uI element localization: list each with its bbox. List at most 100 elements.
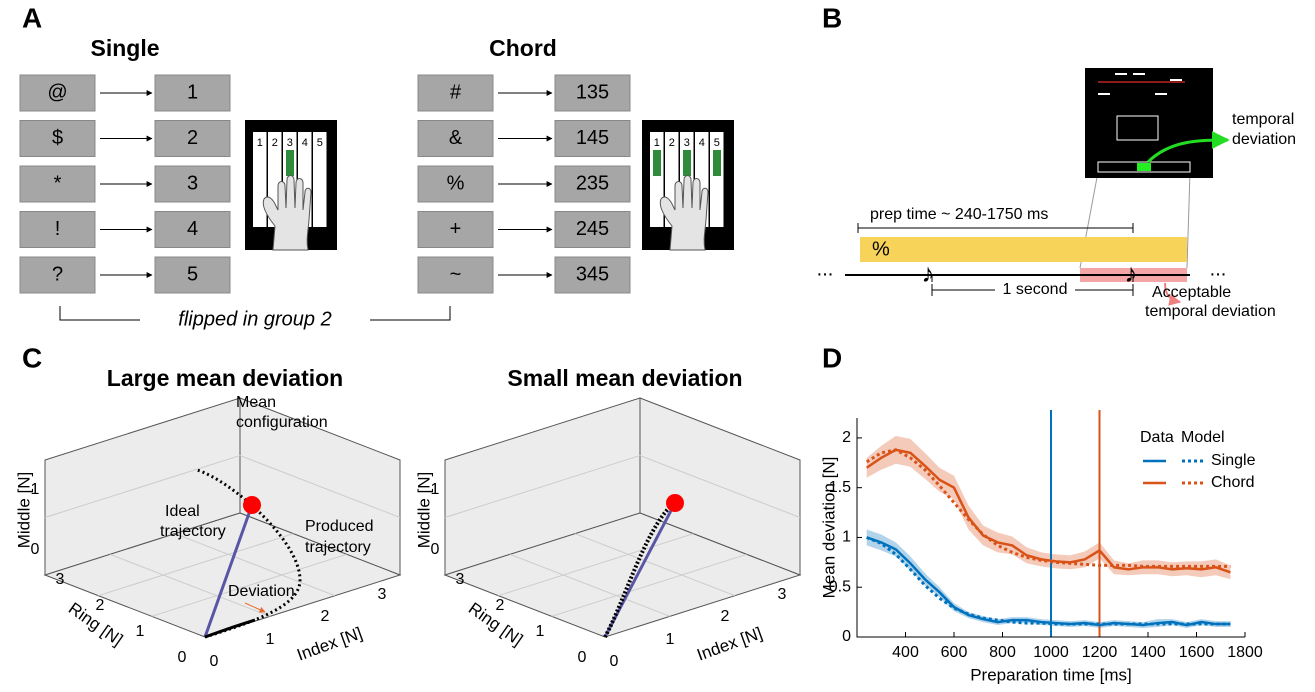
key-label: 3 <box>684 137 690 149</box>
model-line <box>865 448 1231 568</box>
label: ... <box>1210 258 1227 280</box>
key-label: 1 <box>654 137 660 149</box>
panel-label: B <box>822 2 842 33</box>
label: 345 <box>576 263 609 285</box>
legend-title: Data <box>1140 429 1174 446</box>
key-label: 2 <box>272 137 278 149</box>
x-axis-label: Preparation time [ms] <box>970 665 1132 684</box>
key-highlight <box>683 150 691 176</box>
symbol-box <box>417 165 494 203</box>
label: Produced <box>305 518 374 535</box>
x-tick-label: 1600 <box>1179 644 1215 661</box>
chord-title: Chord <box>489 35 557 61</box>
y-tick-label: 0 <box>842 628 851 645</box>
label: ~ <box>450 263 462 285</box>
label: 0 <box>210 653 219 670</box>
produced-trajectory <box>196 468 302 639</box>
x-tick-label: 1200 <box>1082 644 1118 661</box>
grid-line <box>98 533 294 597</box>
label: 235 <box>576 172 609 194</box>
grid-line <box>498 533 694 597</box>
keys-box <box>554 74 631 112</box>
model-line <box>866 536 1231 626</box>
grid-line <box>44 454 401 518</box>
keys-box <box>154 211 231 248</box>
label: 1 second <box>1003 281 1068 298</box>
symbol-box <box>19 120 96 157</box>
label: 0 <box>31 541 40 558</box>
label: + <box>450 218 462 240</box>
symbol-box <box>417 211 494 248</box>
key-highlight <box>713 150 721 176</box>
symbol-box <box>19 165 96 203</box>
panel-label: D <box>822 342 842 373</box>
symbol-box <box>19 256 96 294</box>
label: Middle [N] <box>14 472 33 549</box>
grid-line <box>509 553 671 617</box>
legend-label: Chord <box>1211 474 1255 491</box>
screen-bar <box>1097 161 1191 173</box>
keys-box <box>554 165 631 203</box>
label: % <box>1129 116 1147 138</box>
key-label: 1 <box>257 137 263 149</box>
produced-trajectory <box>603 503 674 638</box>
label: 2 <box>496 597 505 614</box>
screen-marker <box>1137 163 1151 171</box>
error-band <box>866 435 1231 580</box>
produced-solid <box>204 618 256 639</box>
label: 3 <box>378 586 387 603</box>
label: 1 <box>136 623 145 640</box>
label: % <box>447 172 465 194</box>
symbol-box <box>19 74 96 112</box>
label: Acceptable <box>1152 284 1231 301</box>
label: 2 <box>96 597 105 614</box>
label: trajectory <box>160 523 226 540</box>
label: Large mean deviation <box>107 365 343 391</box>
label: & <box>449 127 463 149</box>
keys-box <box>154 120 231 157</box>
axes <box>856 418 1245 638</box>
mean-configuration <box>243 496 261 514</box>
x-tick-label: 1400 <box>1130 644 1166 661</box>
note: ♪ <box>1125 258 1138 288</box>
label: 3 <box>456 571 465 588</box>
label: ? <box>52 263 63 285</box>
label: Small mean deviation <box>507 365 742 391</box>
label: 0 <box>578 649 587 666</box>
label: 5 <box>187 263 198 285</box>
y-tick-label: 1 <box>842 529 851 546</box>
legend-title: Model <box>1181 429 1225 446</box>
panel-label: A <box>22 2 42 33</box>
key-highlight <box>653 150 661 176</box>
projection <box>1186 171 1191 269</box>
label: Index [N] <box>694 623 764 664</box>
label: deviation <box>1232 131 1296 148</box>
label: 135 <box>576 81 609 103</box>
label: 1 <box>31 481 40 498</box>
green-arrow <box>1146 131 1230 164</box>
legend-label: Single <box>1211 452 1256 469</box>
ideal-trajectory <box>203 504 254 638</box>
key-label: 3 <box>287 137 293 149</box>
label: Mean <box>236 394 276 411</box>
grid-line <box>574 533 736 597</box>
label: 2 <box>187 127 198 149</box>
label: 3 <box>187 172 198 194</box>
grid-line <box>174 533 336 597</box>
label: Index [N] <box>294 623 364 664</box>
label: Deviation <box>228 583 295 600</box>
label: temporal <box>1232 111 1294 128</box>
x-tick-label: 1000 <box>1033 644 1069 661</box>
label: 2 <box>321 608 330 625</box>
keys-box <box>554 256 631 294</box>
screen-cue <box>1116 115 1159 141</box>
keys-box <box>154 256 231 294</box>
flip-bracket <box>59 306 451 321</box>
x-tick-label: 600 <box>941 644 968 661</box>
panel-label: C <box>22 342 42 373</box>
x-tick-label: 800 <box>989 644 1016 661</box>
data-line <box>865 448 1231 574</box>
note: ♪ <box>922 258 935 288</box>
single-title: Single <box>90 35 159 61</box>
key-label: 4 <box>699 137 705 149</box>
